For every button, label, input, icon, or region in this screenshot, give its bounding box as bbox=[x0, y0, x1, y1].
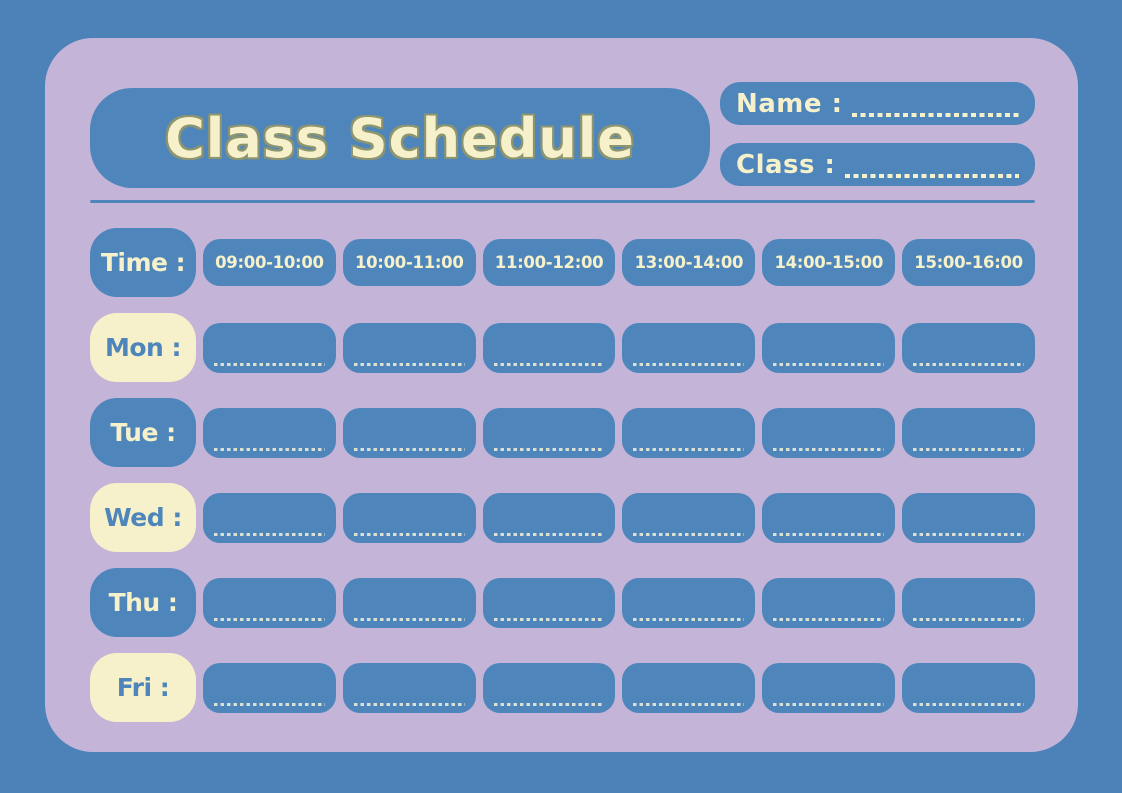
blank-line bbox=[633, 362, 745, 366]
time-slot-3: 13:00-14:00 bbox=[622, 239, 756, 286]
schedule-cell-tue-2[interactable] bbox=[482, 407, 616, 458]
schedule-cell-fri-4[interactable] bbox=[762, 662, 896, 713]
day-label-fri: Fri : bbox=[90, 653, 196, 722]
blank-line bbox=[493, 532, 605, 536]
schedule-cell-thu-4[interactable] bbox=[762, 577, 896, 628]
title-box: Class Schedule bbox=[90, 88, 710, 188]
day-label-wed: Wed : bbox=[90, 483, 196, 552]
name-label: Name : bbox=[736, 88, 843, 119]
blank-line bbox=[214, 617, 325, 621]
blank-line bbox=[214, 702, 325, 706]
schedule-cell-mon-1[interactable] bbox=[342, 322, 476, 373]
blank-line bbox=[633, 702, 745, 706]
schedule-cell-wed-5[interactable] bbox=[902, 492, 1035, 543]
blank-line bbox=[913, 702, 1024, 706]
header: Class Schedule Name : Class : bbox=[90, 82, 1035, 188]
blank-line bbox=[214, 532, 325, 536]
schedule-cell-mon-4[interactable] bbox=[762, 322, 896, 373]
schedule-cell-tue-3[interactable] bbox=[622, 407, 756, 458]
blank-line bbox=[773, 362, 885, 366]
schedule-cell-mon-3[interactable] bbox=[622, 322, 756, 373]
blank-line bbox=[353, 447, 465, 451]
time-slot-0: 09:00-10:00 bbox=[203, 239, 336, 286]
blank-line bbox=[633, 532, 745, 536]
page-title: Class Schedule bbox=[165, 106, 635, 170]
schedule-grid: Time :09:00-10:00 10:00-11:00 11:00-12:00 1… bbox=[90, 228, 1035, 722]
schedule-cell-thu-3[interactable] bbox=[622, 577, 756, 628]
blank-line bbox=[493, 362, 605, 366]
schedule-cell-mon-0[interactable] bbox=[203, 322, 336, 373]
blank-line bbox=[353, 532, 465, 536]
blank-line bbox=[773, 532, 885, 536]
blank-line bbox=[493, 617, 605, 621]
schedule-cell-fri-2[interactable] bbox=[482, 662, 616, 713]
class-blank-line[interactable] bbox=[845, 174, 1019, 178]
time-slot-4: 14:00-15:00 bbox=[762, 239, 896, 286]
time-slot-5: 15:00-16:00 bbox=[902, 239, 1035, 286]
schedule-cell-wed-0[interactable] bbox=[203, 492, 336, 543]
schedule-cell-tue-0[interactable] bbox=[203, 407, 336, 458]
blank-line bbox=[493, 447, 605, 451]
name-blank-line[interactable] bbox=[852, 113, 1019, 117]
class-label: Class : bbox=[736, 149, 836, 180]
blank-line bbox=[214, 447, 325, 451]
schedule-cell-mon-5[interactable] bbox=[902, 322, 1035, 373]
schedule-cell-mon-2[interactable] bbox=[482, 322, 616, 373]
divider-line bbox=[90, 200, 1035, 203]
schedule-cell-tue-1[interactable] bbox=[342, 407, 476, 458]
time-slot-1: 10:00-11:00 bbox=[342, 239, 476, 286]
blank-line bbox=[353, 702, 465, 706]
blank-line bbox=[913, 447, 1024, 451]
blank-line bbox=[493, 702, 605, 706]
day-label-tue: Tue : bbox=[90, 398, 196, 467]
blank-line bbox=[633, 447, 745, 451]
schedule-cell-fri-0[interactable] bbox=[203, 662, 336, 713]
time-slot-2: 11:00-12:00 bbox=[482, 239, 616, 286]
blank-line bbox=[773, 702, 885, 706]
time-header-label: Time : bbox=[90, 228, 196, 297]
schedule-cell-wed-1[interactable] bbox=[342, 492, 476, 543]
schedule-cell-thu-2[interactable] bbox=[482, 577, 616, 628]
schedule-cell-thu-0[interactable] bbox=[203, 577, 336, 628]
blank-line bbox=[633, 617, 745, 621]
schedule-cell-fri-1[interactable] bbox=[342, 662, 476, 713]
day-label-thu: Thu : bbox=[90, 568, 196, 637]
blank-line bbox=[353, 362, 465, 366]
schedule-cell-wed-3[interactable] bbox=[622, 492, 756, 543]
blank-line bbox=[773, 447, 885, 451]
schedule-cell-thu-5[interactable] bbox=[902, 577, 1035, 628]
schedule-cell-fri-5[interactable] bbox=[902, 662, 1035, 713]
day-label-mon: Mon : bbox=[90, 313, 196, 382]
blank-line bbox=[773, 617, 885, 621]
schedule-card: Class Schedule Name : Class : Time :09:0… bbox=[45, 38, 1078, 752]
header-fields: Name : Class : bbox=[720, 82, 1035, 186]
class-field: Class : bbox=[720, 143, 1035, 186]
schedule-cell-wed-2[interactable] bbox=[482, 492, 616, 543]
blank-line bbox=[214, 362, 325, 366]
schedule-cell-tue-5[interactable] bbox=[902, 407, 1035, 458]
schedule-cell-tue-4[interactable] bbox=[762, 407, 896, 458]
schedule-cell-thu-1[interactable] bbox=[342, 577, 476, 628]
name-field: Name : bbox=[720, 82, 1035, 125]
blank-line bbox=[913, 362, 1024, 366]
blank-line bbox=[353, 617, 465, 621]
blank-line bbox=[913, 532, 1024, 536]
schedule-cell-wed-4[interactable] bbox=[762, 492, 896, 543]
schedule-cell-fri-3[interactable] bbox=[622, 662, 756, 713]
blank-line bbox=[913, 617, 1024, 621]
